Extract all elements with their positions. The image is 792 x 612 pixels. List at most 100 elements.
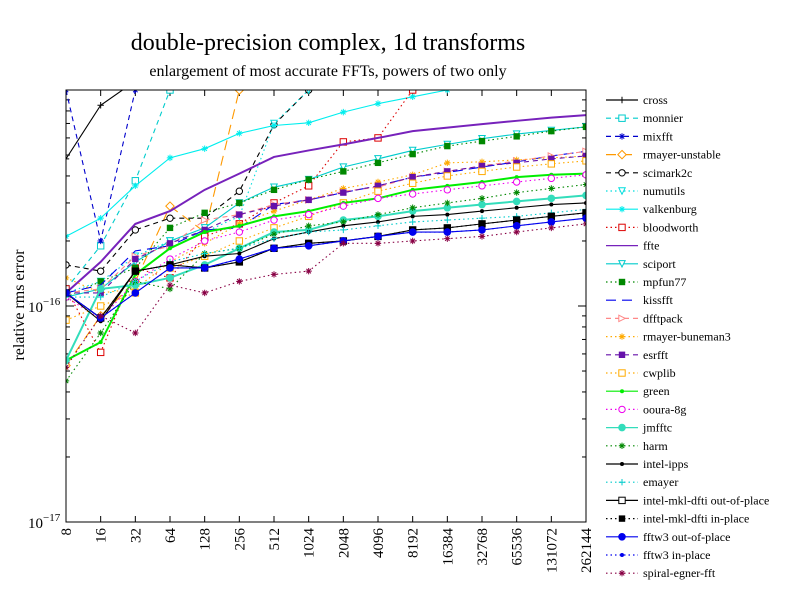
data-point [444, 168, 451, 175]
data-point [234, 90, 245, 95]
data-point [408, 179, 417, 187]
x-tick-label: 65536 [510, 528, 526, 566]
data-point [513, 159, 520, 167]
data-point [582, 123, 586, 131]
legend-swatch-marker [618, 496, 626, 505]
data-point [373, 155, 383, 164]
series-esrfft [66, 152, 586, 297]
legend-item: dfftpack [606, 311, 683, 325]
data-point [340, 189, 347, 196]
data-point [549, 202, 554, 207]
data-point [166, 240, 174, 247]
data-point [341, 223, 346, 228]
data-point [305, 176, 312, 183]
data-point [166, 281, 174, 289]
data-point [97, 312, 104, 320]
legend-label: harm [643, 439, 668, 453]
legend-label: intel-ipps [643, 457, 689, 471]
legend-label: emayer [643, 475, 678, 489]
data-point [443, 186, 452, 194]
legend-label: monnier [643, 111, 683, 125]
x-tick-label: 256 [232, 528, 248, 551]
y-axis-label: relative rms error [11, 249, 28, 361]
data-point [374, 194, 382, 203]
series-valkenburg [66, 90, 451, 240]
data-point [66, 155, 70, 163]
data-point [339, 163, 348, 172]
data-point [166, 154, 174, 162]
data-point [409, 93, 416, 101]
legend-swatch-marker [618, 570, 626, 577]
legend-label: cross [643, 93, 668, 107]
data-point [96, 285, 105, 293]
data-point [235, 228, 244, 236]
data-point [443, 172, 452, 180]
series-ffte [66, 114, 586, 294]
data-point [444, 142, 451, 150]
legend-item: kissfft [606, 293, 673, 307]
data-point [478, 220, 486, 228]
data-point [304, 210, 313, 219]
legend-swatch-marker [618, 223, 626, 232]
series-spiral-egner-fft [66, 220, 586, 371]
legend-swatch-marker [618, 169, 626, 177]
data-point [340, 240, 347, 247]
data-point [445, 230, 450, 235]
data-point [66, 316, 70, 324]
legend-swatch-marker [618, 423, 626, 432]
legend-swatch-marker [620, 462, 624, 466]
x-tick-label: 8 [59, 528, 75, 536]
legend-swatch-marker [618, 442, 626, 449]
data-point [168, 246, 172, 251]
legend-item: intel-mkl-dfti in-place [606, 512, 749, 526]
data-point [166, 214, 174, 222]
data-point [512, 178, 521, 186]
data-point [478, 200, 486, 209]
data-point [409, 173, 416, 181]
series-line [66, 172, 586, 362]
series-line [66, 150, 586, 294]
legend-item: valkenburg [606, 202, 697, 216]
x-tick-label: 131072 [544, 528, 560, 573]
data-point [66, 293, 70, 301]
legend-item: emayer [606, 475, 678, 489]
data-point [235, 187, 244, 195]
data-point [131, 226, 140, 234]
legend-item: intel-ipps [606, 457, 689, 471]
legend-label: ffte [643, 239, 659, 253]
data-point [548, 185, 555, 192]
x-tick-label: 4096 [371, 528, 387, 559]
series-line [66, 223, 586, 368]
legend-item: rmayer-buneman3 [606, 330, 731, 344]
legend-label: cwplib [643, 366, 676, 380]
legend-item: ooura-8g [606, 402, 686, 416]
series-cross [66, 90, 124, 163]
data-point [582, 209, 586, 217]
legend-item: numutils [606, 184, 685, 198]
series-line [66, 90, 414, 354]
data-point [513, 189, 520, 196]
data-point [98, 340, 103, 345]
y-tick-label: 10−17 [28, 512, 61, 532]
series-line [66, 90, 240, 366]
legend-label: intel-mkl-dfti out-of-place [643, 493, 769, 507]
legend-label: dfftpack [643, 311, 683, 325]
data-point [547, 174, 556, 183]
y-tick-label: 10−16 [28, 296, 61, 316]
legend-swatch-marker [617, 149, 627, 160]
legend-swatch-marker [618, 114, 626, 122]
data-point [132, 285, 139, 293]
legend-label: bloodworth [643, 220, 698, 234]
data-point [270, 186, 278, 194]
plot-frame [65, 89, 587, 523]
data-point [513, 228, 520, 236]
plot-series [66, 90, 586, 385]
data-point [514, 175, 519, 180]
legend-item: fftw3 out-of-place [606, 530, 730, 544]
data-point [374, 100, 382, 107]
data-point [444, 224, 451, 232]
legend-item: mixfft [606, 129, 673, 143]
legend-item: cross [606, 93, 668, 107]
data-point [374, 222, 382, 230]
